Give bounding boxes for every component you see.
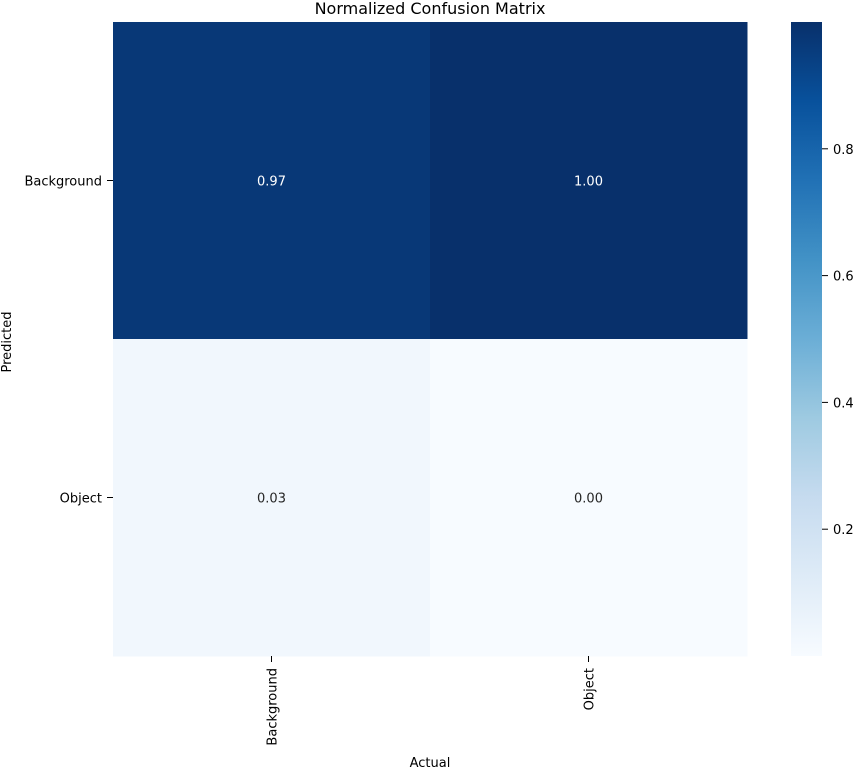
x-axis-label: Actual (410, 756, 451, 770)
heatmap-cell (113, 339, 431, 657)
chart-title: Normalized Confusion Matrix (315, 0, 546, 18)
y-axis-label: Predicted (0, 311, 15, 372)
colorbar-tick-label: 0.6 (833, 270, 854, 285)
heatmap-cell (430, 339, 748, 657)
colorbar-tick-label: 0.2 (833, 523, 854, 538)
y-tick-label: Background (24, 175, 102, 190)
y-axis-ticks: Background Object (24, 175, 113, 507)
colorbar-gradient-bar (791, 22, 822, 656)
x-axis-ticks: Background Object (266, 656, 598, 746)
x-tick-label: Object (583, 668, 598, 710)
x-tick-label: Background (266, 668, 281, 746)
y-tick-label: Object (60, 492, 102, 507)
cell-value-label: 0.00 (574, 492, 603, 507)
heatmap-cell (113, 22, 431, 340)
colorbar-tick-label: 0.8 (833, 143, 854, 158)
cell-value-label: 0.03 (257, 492, 286, 507)
heatmap-grid: 0.97 1.00 0.03 0.00 (113, 22, 748, 657)
colorbar-tick-label: 0.4 (833, 396, 854, 411)
cell-value-label: 0.97 (257, 175, 286, 190)
heatmap-cell (430, 22, 748, 340)
cell-value-label: 1.00 (574, 175, 603, 190)
colorbar: 0.2 0.4 0.6 0.8 (791, 22, 854, 656)
colorbar-ticks: 0.2 0.4 0.6 0.8 (822, 143, 854, 538)
